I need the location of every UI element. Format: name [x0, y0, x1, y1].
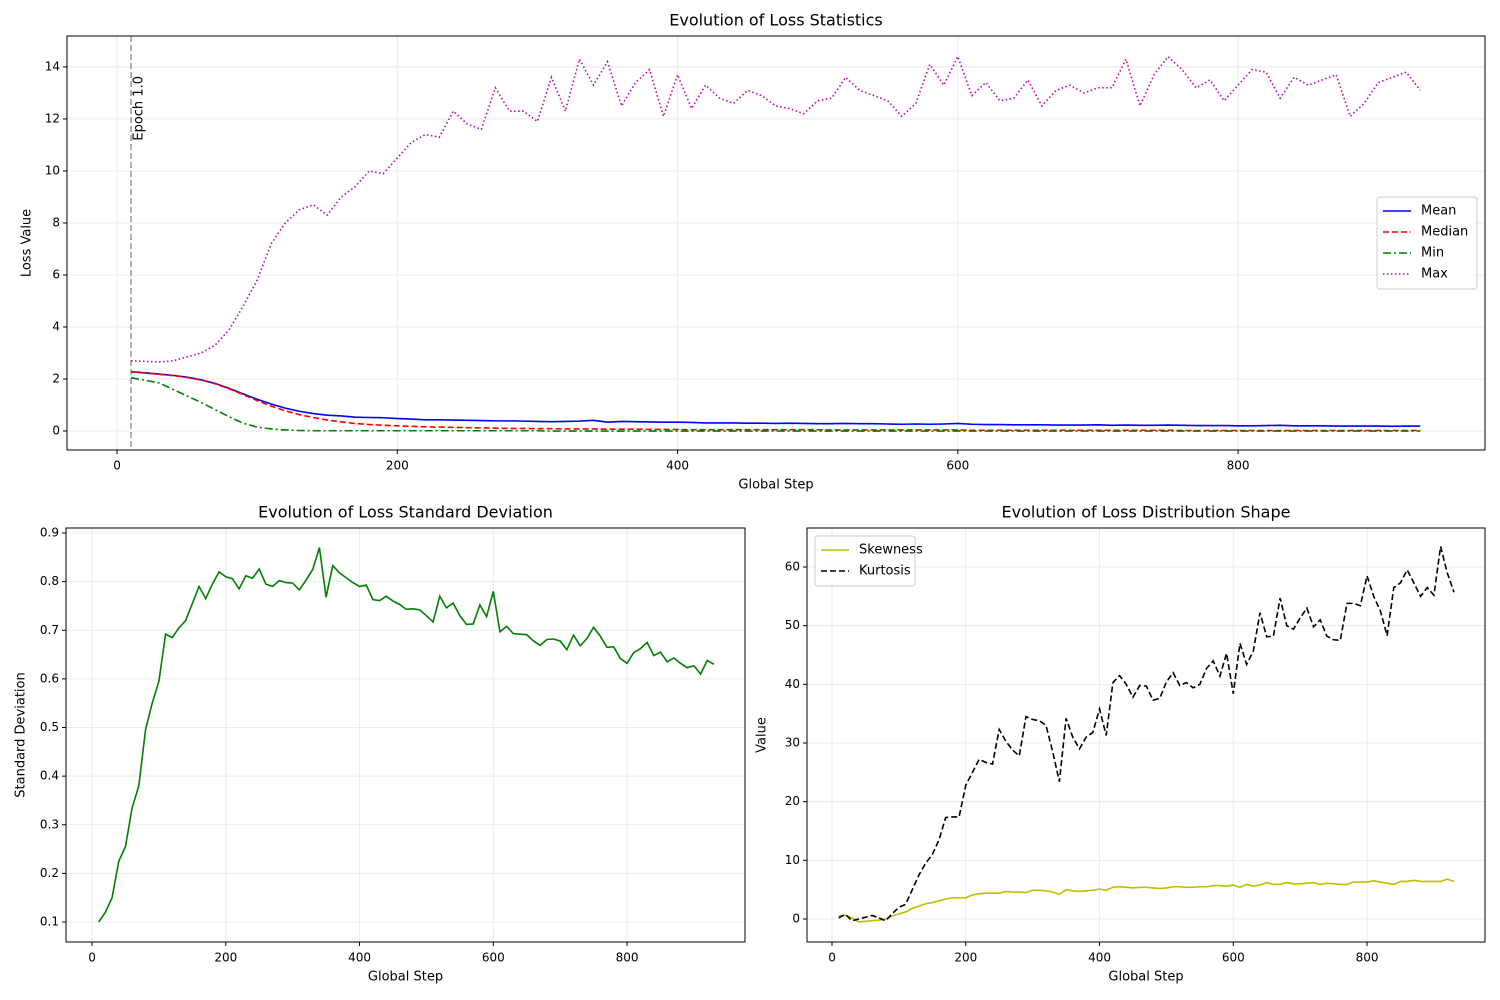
legend-label: Max: [1421, 267, 1448, 282]
y-axis-label: Standard Deviation: [14, 672, 29, 797]
legend-box: [814, 535, 916, 587]
x-tick-label: 200: [954, 951, 977, 965]
epoch-label: Epoch 1.0: [132, 76, 147, 141]
chart-title: Evolution of Loss Standard Deviation: [258, 503, 553, 522]
y-tick-label: 8: [52, 215, 60, 229]
chart-title: Evolution of Loss Statistics: [669, 11, 883, 30]
legend-label: Skewness: [859, 543, 923, 558]
x-axis-label: Global Step: [1108, 970, 1183, 985]
y-tick-label: 0.5: [40, 720, 59, 734]
y-tick-label: 0: [52, 424, 60, 438]
x-axis-label: Global Step: [368, 970, 443, 985]
series-line: [838, 546, 1455, 922]
y-tick-label: 6: [52, 267, 60, 281]
y-tick-label: 20: [785, 794, 800, 808]
y-tick-label: 0.6: [40, 671, 59, 685]
y-tick-label: 0.2: [40, 866, 59, 880]
legend-label: Median: [1421, 225, 1468, 240]
series-line: [130, 370, 1421, 428]
x-tick-label: 600: [482, 951, 505, 965]
x-tick-label: 400: [1088, 951, 1111, 965]
y-tick-label: 40: [785, 677, 800, 691]
series-line: [838, 878, 1455, 923]
legend-label: Kurtosis: [859, 564, 911, 579]
legend-label: Min: [1421, 246, 1444, 261]
series-line: [130, 376, 1421, 432]
y-axis-label: Value: [755, 717, 770, 753]
y-tick-label: 2: [52, 372, 60, 386]
x-tick-label: 200: [386, 459, 409, 473]
y-tick-label: 10: [45, 163, 60, 177]
y-tick-label: 14: [45, 59, 60, 73]
series-line: [98, 547, 715, 923]
y-tick-label: 30: [785, 736, 800, 750]
y-axis-label: Loss Value: [20, 209, 35, 277]
x-tick-label: 800: [1356, 951, 1379, 965]
y-tick-label: 0.4: [40, 769, 59, 783]
x-tick-label: 600: [946, 459, 969, 473]
chart-title: Evolution of Loss Distribution Shape: [1002, 503, 1291, 522]
legend-label: Mean: [1421, 204, 1456, 219]
axes-frame: [66, 35, 1486, 451]
y-tick-label: 0.1: [40, 915, 59, 929]
x-tick-label: 0: [828, 951, 836, 965]
x-tick-label: 600: [1222, 951, 1245, 965]
x-tick-label: 400: [666, 459, 689, 473]
series-line: [131, 54, 1421, 363]
y-tick-label: 60: [785, 560, 800, 574]
y-tick-label: 0.8: [40, 574, 59, 588]
x-tick-label: 400: [348, 951, 371, 965]
y-tick-label: 50: [785, 618, 800, 632]
x-tick-label: 800: [616, 951, 639, 965]
x-tick-label: 0: [113, 459, 121, 473]
y-tick-label: 0.7: [40, 623, 59, 637]
axes-frame: [65, 527, 746, 943]
y-tick-label: 10: [785, 853, 800, 867]
y-tick-label: 12: [45, 111, 60, 125]
legend-box: [1376, 196, 1478, 290]
y-tick-label: 0.3: [40, 817, 59, 831]
y-tick-label: 0: [792, 912, 800, 926]
x-tick-label: 200: [214, 951, 237, 965]
x-axis-label: Global Step: [738, 478, 813, 493]
x-tick-label: 0: [88, 951, 96, 965]
axes-frame: [806, 527, 1486, 943]
y-tick-label: 0.9: [40, 526, 59, 540]
y-tick-label: 4: [52, 319, 60, 333]
x-tick-label: 800: [1227, 459, 1250, 473]
